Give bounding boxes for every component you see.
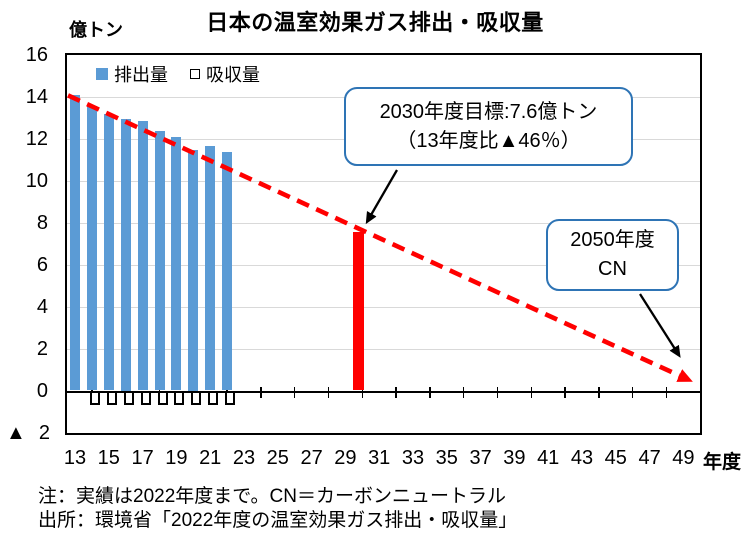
y-axis-label: 12 — [25, 127, 48, 150]
annotation-2050-line1: 2050年度 — [570, 229, 655, 251]
annotation-2050-line2: CN — [598, 258, 627, 280]
x-axis-unit-label: 年度 — [703, 452, 742, 473]
x-axis-label: 43 — [570, 447, 594, 469]
y-axis-label-negative: ▲ 2 — [6, 422, 50, 445]
x-axis-label: 33 — [401, 447, 425, 469]
x-axis-label: 21 — [199, 447, 222, 469]
x-axis-label: 15 — [97, 447, 120, 469]
x-axis-label: 27 — [300, 447, 323, 469]
plot-border — [65, 53, 702, 435]
annotation-2050-cn: 2050年度 CN — [546, 219, 679, 291]
y-axis-label: 10 — [25, 169, 48, 192]
chart-title: 日本の温室効果ガス排出・吸収量 — [206, 10, 544, 35]
legend: 排出量 吸収量 — [96, 61, 260, 87]
x-axis-label: 23 — [232, 447, 256, 469]
x-axis-label: 17 — [131, 447, 154, 469]
x-axis-label: 19 — [165, 447, 188, 469]
legend-absorption-label: 吸収量 — [206, 65, 260, 85]
x-axis-label: 37 — [469, 447, 492, 469]
legend-emissions-label: 排出量 — [114, 65, 168, 85]
x-axis-label: 49 — [672, 447, 695, 469]
footnote: 注：実績は2022年度まで。CN＝カーボンニュートラル — [38, 486, 506, 507]
y-axis-label: 6 — [36, 253, 48, 276]
y-axis-label: 16 — [25, 43, 48, 66]
legend-item-emissions: 排出量 — [96, 61, 168, 87]
x-axis-label: 29 — [334, 447, 357, 469]
x-axis-label: 39 — [503, 447, 526, 469]
source-note: 出所：環境省「2022年度の温室効果ガス排出・吸収量」 — [38, 510, 518, 531]
y-axis-label: 4 — [36, 295, 48, 318]
x-axis-label: 13 — [63, 447, 87, 469]
legend-absorption-marker-icon — [190, 69, 200, 79]
annotation-2030-target: 2030年度目標:7.6億トン （13年度比▲46％） — [344, 87, 633, 166]
annotation-2030-line1: 2030年度目標:7.6億トン — [379, 100, 598, 123]
y-axis-label: 2 — [36, 337, 48, 360]
x-axis-label: 41 — [537, 447, 560, 469]
x-axis-label: 35 — [435, 447, 458, 469]
x-axis-label: 25 — [266, 447, 289, 469]
annotation-2030-line2: （13年度比▲46％） — [396, 129, 581, 152]
y-axis-negative-glyph: 2 — [38, 421, 50, 444]
legend-emissions-marker-icon — [96, 68, 108, 80]
y-axis-unit-label: 億トン — [69, 20, 123, 40]
x-axis-label: 31 — [368, 447, 391, 469]
y-axis-negative-glyph: ▲ — [6, 421, 26, 444]
legend-item-absorption: 吸収量 — [190, 61, 260, 87]
y-axis-label: 8 — [36, 211, 48, 234]
y-axis-label: 14 — [25, 85, 48, 108]
x-axis-label: 47 — [638, 447, 661, 469]
x-axis-label: 45 — [604, 447, 627, 469]
zero-axis-line — [66, 390, 701, 393]
y-axis-label: 0 — [36, 379, 48, 402]
